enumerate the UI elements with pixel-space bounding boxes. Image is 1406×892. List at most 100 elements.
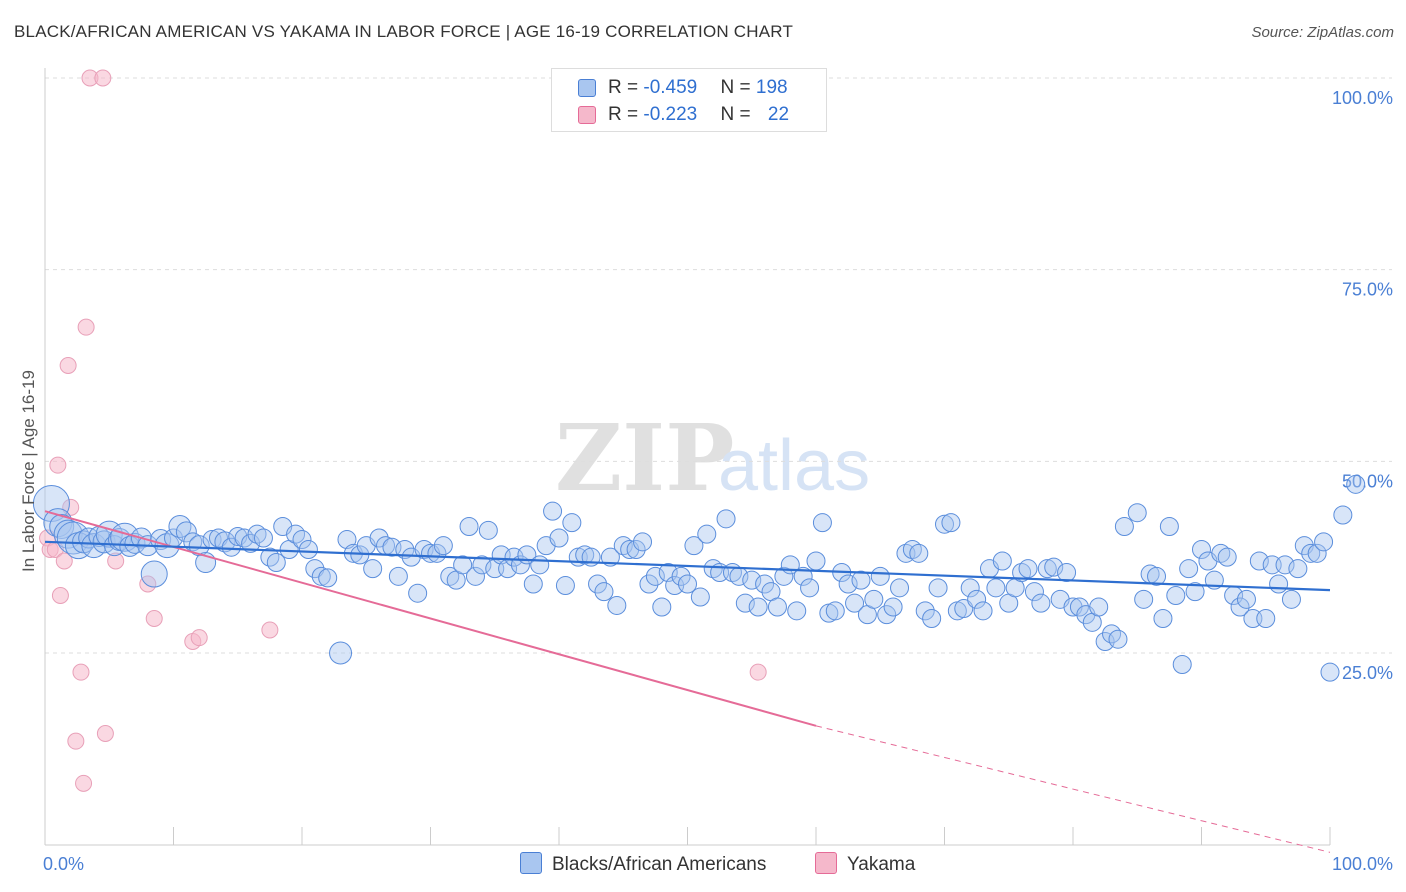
black-african-american-point xyxy=(1089,597,1109,617)
black-african-american-point xyxy=(883,597,903,617)
black-african-american-point xyxy=(755,574,775,594)
black-african-american-point xyxy=(992,551,1012,571)
legend-n-value: 22 xyxy=(767,104,790,125)
black-african-american-point xyxy=(594,582,614,602)
black-african-american-point xyxy=(1230,597,1250,617)
black-african-american-point xyxy=(266,553,286,573)
black-african-american-point xyxy=(1192,540,1211,559)
black-african-american-point xyxy=(64,532,92,560)
black-african-american-point xyxy=(812,513,832,533)
black-african-american-point xyxy=(915,601,935,621)
legend-swatch-blue xyxy=(578,79,596,97)
black-african-american-point xyxy=(1275,555,1295,575)
black-african-american-point xyxy=(960,578,980,598)
black-african-american-point xyxy=(639,574,659,594)
black-african-american-point xyxy=(298,540,318,559)
black-african-american-point xyxy=(1153,609,1173,628)
bottom-legend-blacks: Blacks/African Americans xyxy=(520,852,766,876)
black-african-american-point xyxy=(742,570,762,590)
black-african-american-point xyxy=(1018,559,1038,579)
legend-r-label: R = xyxy=(608,77,644,98)
black-african-american-point xyxy=(168,515,192,538)
black-african-american-point xyxy=(286,524,306,544)
yakama-point xyxy=(67,732,85,750)
bottom-legend-label: Blacks/African Americans xyxy=(552,854,767,875)
black-african-american-point xyxy=(175,521,197,543)
black-african-american-point xyxy=(388,566,408,586)
black-african-american-point xyxy=(1134,589,1154,609)
black-african-american-point xyxy=(1269,574,1289,594)
black-african-american-point xyxy=(787,601,807,621)
black-african-american-point xyxy=(870,566,890,586)
black-african-american-point xyxy=(1037,559,1057,579)
black-african-american-point xyxy=(221,537,241,557)
black-african-american-point xyxy=(626,540,646,559)
black-african-american-point xyxy=(478,520,498,540)
trend-lines xyxy=(44,510,1331,853)
black-african-american-point xyxy=(433,536,453,556)
yakama-point xyxy=(190,629,208,647)
black-african-american-point xyxy=(214,531,236,553)
black-african-american-point xyxy=(986,578,1006,598)
legend-swatch-pink xyxy=(578,106,596,124)
tick-labels: 25.0% 50.0% 75.0% 100.0% 0.0% 100.0% xyxy=(43,88,1393,874)
black-african-american-point xyxy=(909,543,929,563)
black-african-american-point xyxy=(1024,582,1044,602)
black-african-american-point xyxy=(292,530,312,550)
watermark-atlas: atlas xyxy=(718,426,870,506)
y-axis-label: In Labor Force | Age 16-19 xyxy=(19,370,38,572)
black-african-american-point xyxy=(140,560,168,588)
y-tick-label: 50.0% xyxy=(1342,471,1393,491)
black-african-american-point xyxy=(208,528,228,548)
black-african-american-point xyxy=(1249,551,1269,571)
y-tick-label: 75.0% xyxy=(1342,280,1393,300)
black-african-american-point xyxy=(941,513,961,533)
yakama-point xyxy=(75,774,93,792)
legend-r-value: -0.223 xyxy=(643,104,698,125)
black-african-american-point xyxy=(928,578,948,598)
watermark-zip: ZIP xyxy=(555,404,734,512)
yakama-trend-extension xyxy=(815,725,1331,853)
black-african-american-trend-line xyxy=(44,540,1331,592)
black-african-american-point xyxy=(645,566,665,586)
yakama-point xyxy=(55,552,73,570)
black-african-american-point xyxy=(690,587,710,607)
yakama-point xyxy=(107,552,125,570)
black-african-american-point xyxy=(555,576,575,596)
bottom-legend-yakama: Yakama xyxy=(815,852,915,876)
black-african-american-point xyxy=(1320,662,1340,682)
black-african-american-point xyxy=(935,514,954,534)
black-african-american-point xyxy=(369,528,389,548)
black-african-american-point xyxy=(1256,609,1276,628)
black-african-american-point xyxy=(1044,557,1064,577)
yakama-point xyxy=(77,318,95,336)
yakama-point xyxy=(96,725,114,742)
source-label: Source: ZipAtlas.com xyxy=(1251,24,1394,41)
yakama-point xyxy=(51,587,69,604)
black-african-american-point xyxy=(234,528,254,548)
black-african-american-point xyxy=(1172,655,1192,674)
black-african-american-point xyxy=(459,517,479,536)
black-african-american-point xyxy=(864,589,884,609)
black-african-american-point xyxy=(472,555,492,575)
black-african-american-point xyxy=(793,566,813,586)
black-african-american-point xyxy=(1031,593,1051,613)
black-african-american-point xyxy=(318,568,338,588)
yakama-point xyxy=(139,575,157,593)
black-african-american-point xyxy=(1179,559,1199,579)
black-african-american-point xyxy=(588,574,608,594)
black-african-american-point xyxy=(1333,505,1353,525)
yakama-point xyxy=(261,621,279,639)
black-african-american-point xyxy=(465,566,485,586)
black-african-american-point xyxy=(800,578,820,598)
legend-n-value: 198 xyxy=(755,77,788,98)
bottom-legend-label: Yakama xyxy=(847,854,916,875)
black-african-american-point xyxy=(825,601,845,621)
legend-r-value: -0.459 xyxy=(643,77,698,98)
black-african-american-point xyxy=(890,578,910,598)
x-tick-label: 0.0% xyxy=(43,854,84,874)
black-african-american-point xyxy=(716,509,736,529)
legend-n-label: N = xyxy=(720,104,756,125)
black-african-american-point xyxy=(954,599,974,619)
